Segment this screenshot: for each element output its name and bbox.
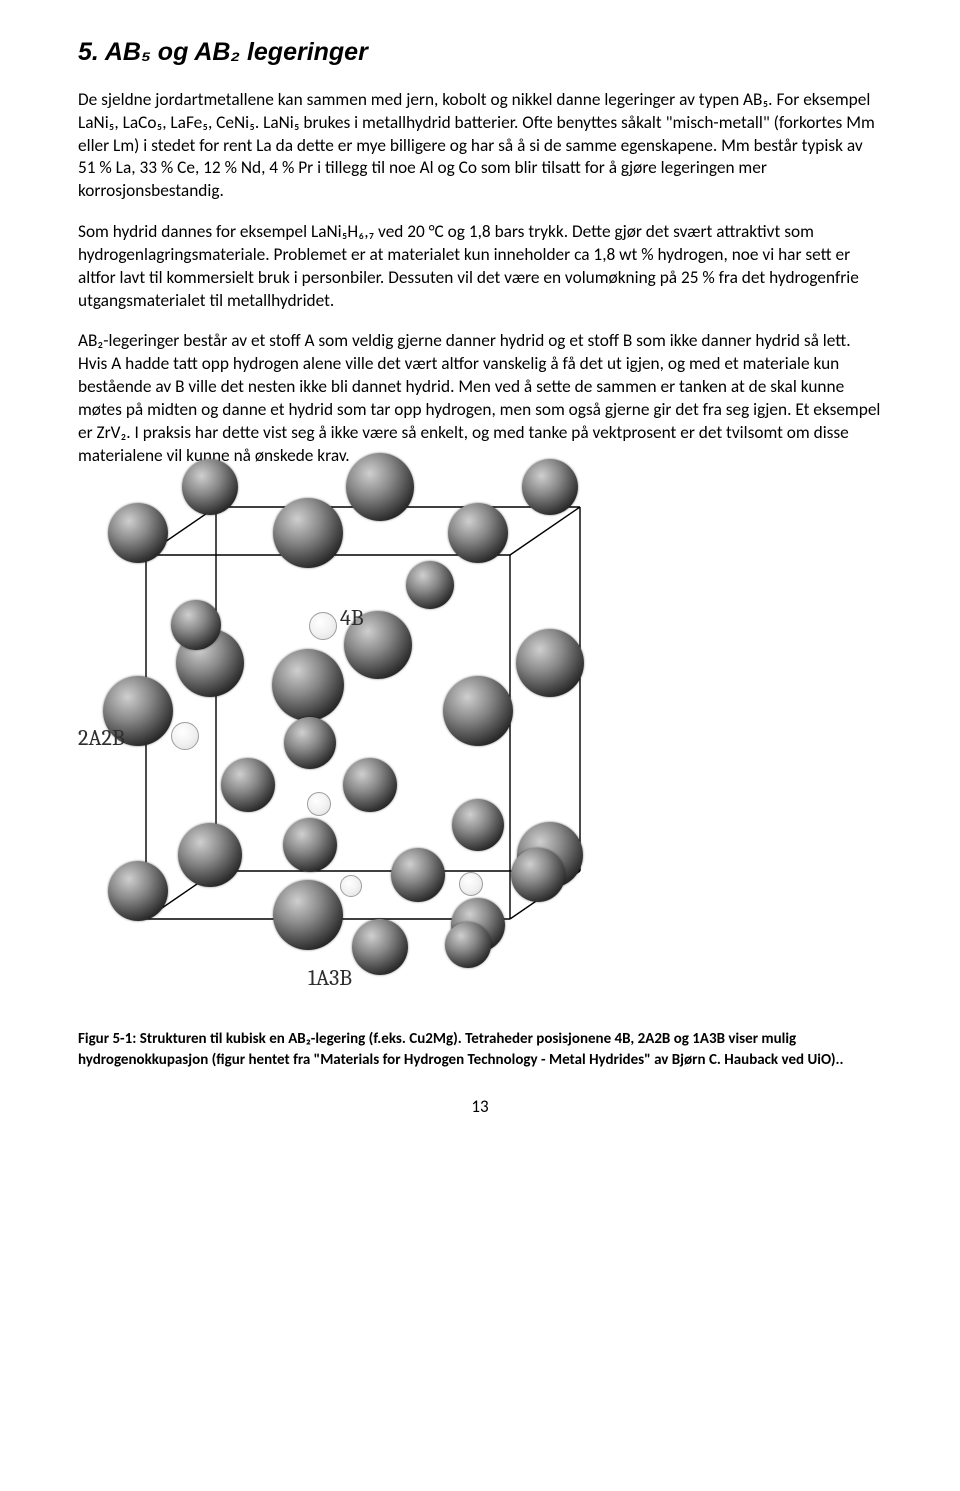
atom-sphere	[273, 498, 343, 568]
body-paragraph-1: De sjeldne jordartmetallene kan sammen m…	[78, 89, 882, 203]
atom-sphere	[272, 649, 344, 721]
body-paragraph-2: Som hydrid dannes for eksempel LaNi₅H₆,₇…	[78, 221, 882, 312]
atom-sphere	[273, 880, 343, 950]
figure-label: 2A2B	[78, 725, 125, 751]
atom-sphere	[448, 503, 508, 563]
atom-sphere	[108, 503, 168, 563]
atom-sphere	[346, 453, 414, 521]
figure-caption: Figur 5-1: Strukturen til kubisk en AB₂-…	[78, 1029, 882, 1070]
atom-sphere	[516, 629, 584, 697]
body-paragraph-3: AB₂-legeringer består av et stoff A som …	[78, 330, 882, 467]
section-heading: 5. AB₅ og AB₂ legeringer	[78, 38, 882, 67]
crystal-structure-diagram: 4B 2A2B 1A3B	[78, 485, 588, 1015]
figure-label: 4B	[340, 605, 364, 631]
atom-sphere	[108, 861, 168, 921]
atom-sphere	[443, 676, 513, 746]
figure-5-1: 4B 2A2B 1A3B	[78, 485, 882, 1015]
page-number: 13	[78, 1096, 882, 1117]
atom-sphere	[178, 823, 242, 887]
figure-label: 1A3B	[308, 965, 352, 991]
page-container: 5. AB₅ og AB₂ legeringer De sjeldne jord…	[0, 0, 960, 1157]
